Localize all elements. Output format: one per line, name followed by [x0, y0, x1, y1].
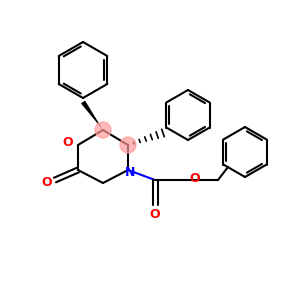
- Polygon shape: [81, 100, 103, 130]
- Text: O: O: [63, 136, 73, 149]
- Circle shape: [120, 137, 136, 153]
- Circle shape: [95, 122, 111, 138]
- Text: N: N: [125, 167, 135, 179]
- Text: O: O: [42, 176, 52, 190]
- Text: O: O: [150, 208, 160, 220]
- Text: O: O: [190, 172, 200, 184]
